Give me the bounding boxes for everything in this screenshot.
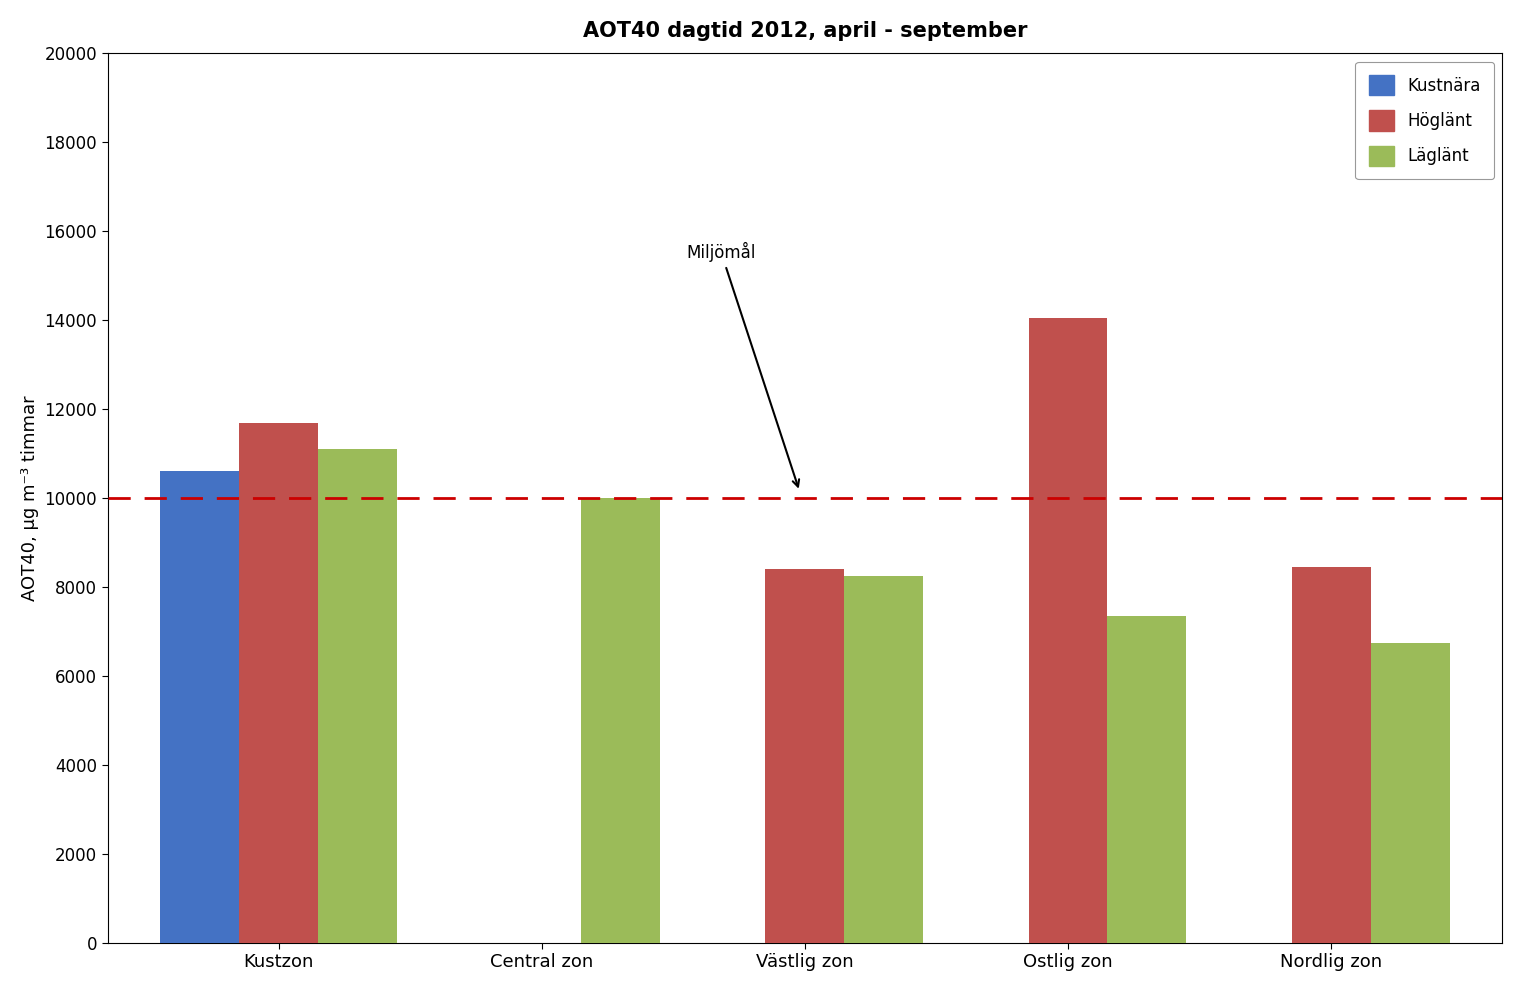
Bar xyxy=(1371,643,1450,942)
Title: AOT40 dagtid 2012, april - september: AOT40 dagtid 2012, april - september xyxy=(583,21,1027,41)
Bar xyxy=(844,576,923,942)
Bar xyxy=(1107,616,1186,942)
Bar xyxy=(1028,318,1107,942)
Bar xyxy=(318,449,398,942)
Y-axis label: AOT40, μg m⁻³ timmar: AOT40, μg m⁻³ timmar xyxy=(21,396,38,601)
Bar xyxy=(1292,567,1371,942)
Text: Miljömål: Miljömål xyxy=(687,242,800,487)
Legend: Kustnära, Höglänt, Läglänt: Kustnära, Höglänt, Läglänt xyxy=(1355,62,1494,180)
Bar xyxy=(239,423,318,942)
Bar xyxy=(582,498,659,942)
Bar xyxy=(160,471,239,942)
Bar xyxy=(766,569,844,942)
